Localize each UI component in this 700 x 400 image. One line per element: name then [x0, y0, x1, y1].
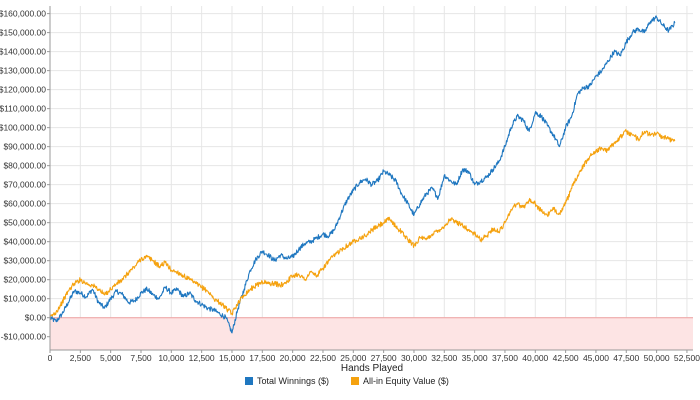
plot-area — [50, 6, 693, 350]
negative-area — [50, 317, 693, 350]
x-tick-label: 47,500 — [613, 353, 639, 363]
y-tick-label: $160,000.00 — [0, 9, 46, 19]
x-tick-label: 2,500 — [70, 353, 92, 363]
y-tick-label: $130,000.00 — [0, 66, 46, 76]
y-tick-label: $80,000.00 — [3, 161, 46, 171]
x-tick-label: 7,500 — [130, 353, 152, 363]
x-tick-label: 35,000 — [462, 353, 488, 363]
legend-label: Total Winnings ($) — [257, 376, 329, 386]
y-tick-label: $140,000.00 — [0, 47, 46, 57]
y-tick-label: $60,000.00 — [3, 199, 46, 209]
y-tick-label: $110,000.00 — [0, 104, 46, 114]
legend[interactable]: Total Winnings ($) All-in Equity Value ($… — [245, 376, 449, 386]
series-line-all-in-equity — [49, 128, 676, 318]
y-tick-label: $120,000.00 — [0, 85, 46, 95]
y-tick-label: $150,000.00 — [0, 28, 46, 38]
x-tick-label: 15,000 — [219, 353, 245, 363]
x-tick-label: 20,000 — [280, 353, 306, 363]
x-tick-labels: 0 2,500 5,000 7,500 10,000 12,500 15,000 17,500… — [48, 353, 700, 363]
y-tick-label: $0.00 — [25, 313, 47, 323]
legend-item-total-winnings[interactable]: Total Winnings ($) — [245, 376, 329, 386]
x-tick-label: 27,500 — [371, 353, 397, 363]
x-axis-title: Hands Played — [341, 363, 403, 374]
y-tick-label: $90,000.00 — [3, 142, 46, 152]
x-tick-label: 5,000 — [100, 353, 122, 363]
x-tick-label: 45,000 — [583, 353, 609, 363]
x-tick-label: 30,000 — [401, 353, 427, 363]
x-tick-label: 25,000 — [340, 353, 366, 363]
legend-swatch — [351, 377, 359, 385]
y-tick-label: $30,000.00 — [3, 256, 46, 266]
x-tick-label: 50,000 — [644, 353, 670, 363]
y-tick-label: $20,000.00 — [3, 275, 46, 285]
y-tick-label: $100,000.00 — [0, 123, 46, 133]
legend-label: All-in Equity Value ($) — [363, 376, 449, 386]
x-tick-label: 40,000 — [522, 353, 548, 363]
x-tick-label: 42,500 — [553, 353, 579, 363]
series-lines — [49, 15, 676, 334]
y-tick-label: $10,000.00 — [3, 294, 46, 304]
plot-background — [50, 6, 693, 350]
x-tick-label: 0 — [48, 353, 53, 363]
legend-item-all-in-equity[interactable]: All-in Equity Value ($) — [351, 376, 449, 386]
x-tick-label: 17,500 — [249, 353, 275, 363]
axes — [47, 6, 693, 353]
series-line-total-winnings — [49, 15, 676, 334]
y-tick-label: $40,000.00 — [3, 237, 46, 247]
x-tick-label: 10,000 — [158, 353, 184, 363]
x-tick-label: 37,500 — [492, 353, 518, 363]
legend-swatch — [245, 377, 253, 385]
y-tick-label: $70,000.00 — [3, 180, 46, 190]
negative-region — [50, 317, 693, 350]
x-tick-label: 12,500 — [189, 353, 215, 363]
x-tick-label: 22,500 — [310, 353, 336, 363]
x-tick-label: 52,500 — [674, 353, 700, 363]
y-tick-label: -$10,000.00 — [1, 332, 47, 342]
y-tick-label: $50,000.00 — [3, 218, 46, 228]
y-tick-labels: -$10,000.00 $0.00 $10,000.00 $20,000.00 $30,… — [0, 9, 46, 342]
x-tick-label: 32,500 — [431, 353, 457, 363]
